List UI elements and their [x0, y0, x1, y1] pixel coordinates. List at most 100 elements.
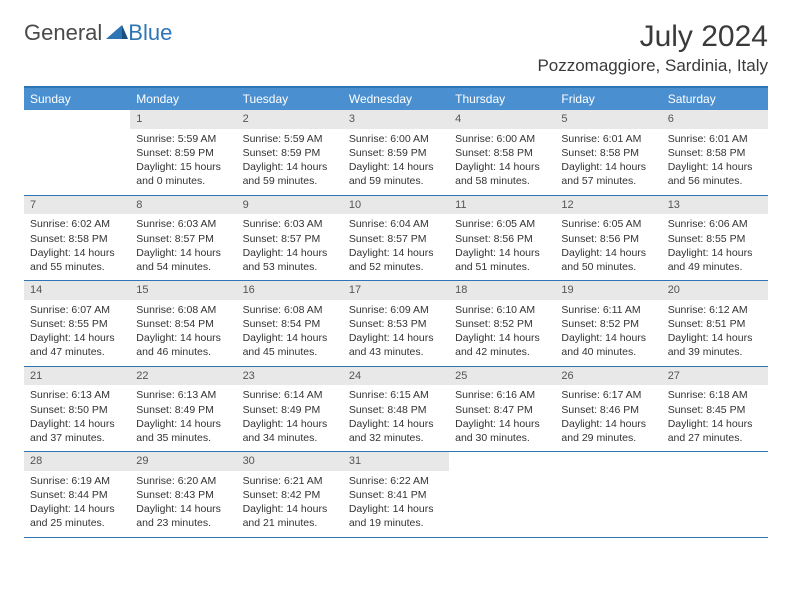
day-cell: 8Sunrise: 6:03 AMSunset: 8:57 PMDaylight… [130, 196, 236, 281]
weekday-header-row: Sunday Monday Tuesday Wednesday Thursday… [24, 88, 768, 110]
daylight-text: Daylight: 14 hours and 27 minutes. [668, 417, 762, 445]
day-number: 23 [237, 367, 343, 386]
weekday-header: Wednesday [343, 88, 449, 110]
day-body: Sunrise: 6:05 AMSunset: 8:56 PMDaylight:… [449, 214, 555, 280]
logo-text-general: General [24, 20, 102, 46]
sunset-text: Sunset: 8:59 PM [349, 146, 443, 160]
month-title: July 2024 [537, 20, 768, 54]
day-body: Sunrise: 6:12 AMSunset: 8:51 PMDaylight:… [662, 300, 768, 366]
day-body: Sunrise: 6:22 AMSunset: 8:41 PMDaylight:… [343, 471, 449, 537]
daylight-text: Daylight: 14 hours and 32 minutes. [349, 417, 443, 445]
day-body: Sunrise: 6:07 AMSunset: 8:55 PMDaylight:… [24, 300, 130, 366]
weekday-header: Friday [555, 88, 661, 110]
daylight-text: Daylight: 14 hours and 30 minutes. [455, 417, 549, 445]
sunset-text: Sunset: 8:57 PM [243, 232, 337, 246]
day-number: 17 [343, 281, 449, 300]
day-cell: 18 Sunrise: 6:10 AMSunset: 8:52 PMDayligh… [449, 281, 555, 366]
sunset-text: Sunset: 8:49 PM [136, 403, 230, 417]
week-row: 14Sunrise: 6:07 AMSunset: 8:55 PMDayligh… [24, 281, 768, 367]
sunrise-text: Sunrise: 6:16 AM [455, 388, 549, 402]
sunrise-text: Sunrise: 6:05 AM [455, 217, 549, 231]
day-number: 27 [662, 367, 768, 386]
sunset-text: Sunset: 8:57 PM [349, 232, 443, 246]
day-cell: 3Sunrise: 6:00 AMSunset: 8:59 PMDaylight… [343, 110, 449, 195]
sunrise-text: Sunrise: 6:00 AM [455, 132, 549, 146]
day-cell [24, 110, 130, 195]
sunrise-text: Sunrise: 6:07 AM [30, 303, 124, 317]
day-cell: 2Sunrise: 5:59 AMSunset: 8:59 PMDaylight… [237, 110, 343, 195]
daylight-text: Daylight: 14 hours and 37 minutes. [30, 417, 124, 445]
day-number: 9 [237, 196, 343, 215]
daylight-text: Daylight: 14 hours and 50 minutes. [561, 246, 655, 274]
day-number: 18 [449, 281, 555, 300]
daylight-text: Daylight: 14 hours and 56 minutes. [668, 160, 762, 188]
day-body: Sunrise: 6:20 AMSunset: 8:43 PMDaylight:… [130, 471, 236, 537]
sunrise-text: Sunrise: 5:59 AM [243, 132, 337, 146]
daylight-text: Daylight: 14 hours and 49 minutes. [668, 246, 762, 274]
daylight-text: Daylight: 14 hours and 42 minutes. [455, 331, 549, 359]
day-cell: 31Sunrise: 6:22 AMSunset: 8:41 PMDayligh… [343, 452, 449, 537]
day-body: Sunrise: 5:59 AMSunset: 8:59 PMDaylight:… [237, 129, 343, 195]
sunrise-text: Sunrise: 6:11 AM [561, 303, 655, 317]
day-body: Sunrise: 6:13 AMSunset: 8:50 PMDaylight:… [24, 385, 130, 451]
sunrise-text: Sunrise: 6:02 AM [30, 217, 124, 231]
sunrise-text: Sunrise: 6:08 AM [243, 303, 337, 317]
day-number: 1 [130, 110, 236, 129]
page-header: General Blue July 2024 Pozzomaggiore, Sa… [24, 20, 768, 76]
day-body: Sunrise: 6:15 AMSunset: 8:48 PMDaylight:… [343, 385, 449, 451]
day-number [555, 452, 661, 456]
sunset-text: Sunset: 8:44 PM [30, 488, 124, 502]
sunset-text: Sunset: 8:52 PM [455, 317, 549, 331]
day-number: 21 [24, 367, 130, 386]
day-cell: 1Sunrise: 5:59 AMSunset: 8:59 PMDaylight… [130, 110, 236, 195]
sunrise-text: Sunrise: 6:10 AM [455, 303, 549, 317]
day-body: Sunrise: 6:03 AMSunset: 8:57 PMDaylight:… [237, 214, 343, 280]
day-body: Sunrise: 6:05 AMSunset: 8:56 PMDaylight:… [555, 214, 661, 280]
day-cell: 5Sunrise: 6:01 AMSunset: 8:58 PMDaylight… [555, 110, 661, 195]
sunset-text: Sunset: 8:50 PM [30, 403, 124, 417]
day-number [662, 452, 768, 456]
day-number: 13 [662, 196, 768, 215]
location-label: Pozzomaggiore, Sardinia, Italy [537, 56, 768, 76]
daylight-text: Daylight: 14 hours and 59 minutes. [349, 160, 443, 188]
day-body: Sunrise: 6:13 AMSunset: 8:49 PMDaylight:… [130, 385, 236, 451]
day-body: Sunrise: 5:59 AMSunset: 8:59 PMDaylight:… [130, 129, 236, 195]
sunrise-text: Sunrise: 6:19 AM [30, 474, 124, 488]
weeks-container: 1Sunrise: 5:59 AMSunset: 8:59 PMDaylight… [24, 110, 768, 538]
sunset-text: Sunset: 8:59 PM [136, 146, 230, 160]
day-cell: 26Sunrise: 6:17 AMSunset: 8:46 PMDayligh… [555, 367, 661, 452]
day-body: Sunrise: 6:11 AMSunset: 8:52 PMDaylight:… [555, 300, 661, 366]
sunrise-text: Sunrise: 6:13 AM [136, 388, 230, 402]
day-body: Sunrise: 6:19 AMSunset: 8:44 PMDaylight:… [24, 471, 130, 537]
daylight-text: Daylight: 14 hours and 59 minutes. [243, 160, 337, 188]
day-number: 28 [24, 452, 130, 471]
day-number: 10 [343, 196, 449, 215]
day-cell: 12Sunrise: 6:05 AMSunset: 8:56 PMDayligh… [555, 196, 661, 281]
day-cell: 16Sunrise: 6:08 AMSunset: 8:54 PMDayligh… [237, 281, 343, 366]
day-cell [555, 452, 661, 537]
day-body: Sunrise: 6:01 AMSunset: 8:58 PMDaylight:… [555, 129, 661, 195]
day-body: Sunrise: 6:03 AMSunset: 8:57 PMDaylight:… [130, 214, 236, 280]
sunrise-text: Sunrise: 6:08 AM [136, 303, 230, 317]
logo-triangle-icon [106, 23, 128, 44]
day-cell [449, 452, 555, 537]
daylight-text: Daylight: 14 hours and 34 minutes. [243, 417, 337, 445]
day-body: Sunrise: 6:00 AMSunset: 8:58 PMDaylight:… [449, 129, 555, 195]
title-block: July 2024 Pozzomaggiore, Sardinia, Italy [537, 20, 768, 76]
sunset-text: Sunset: 8:54 PM [136, 317, 230, 331]
daylight-text: Daylight: 14 hours and 21 minutes. [243, 502, 337, 530]
daylight-text: Daylight: 14 hours and 29 minutes. [561, 417, 655, 445]
sunrise-text: Sunrise: 6:05 AM [561, 217, 655, 231]
daylight-text: Daylight: 14 hours and 54 minutes. [136, 246, 230, 274]
day-cell: 25Sunrise: 6:16 AMSunset: 8:47 PMDayligh… [449, 367, 555, 452]
daylight-text: Daylight: 14 hours and 19 minutes. [349, 502, 443, 530]
sunrise-text: Sunrise: 6:14 AM [243, 388, 337, 402]
day-cell [662, 452, 768, 537]
day-number: 14 [24, 281, 130, 300]
day-body: Sunrise: 6:04 AMSunset: 8:57 PMDaylight:… [343, 214, 449, 280]
day-cell: 21Sunrise: 6:13 AMSunset: 8:50 PMDayligh… [24, 367, 130, 452]
daylight-text: Daylight: 14 hours and 39 minutes. [668, 331, 762, 359]
sunrise-text: Sunrise: 6:22 AM [349, 474, 443, 488]
daylight-text: Daylight: 14 hours and 46 minutes. [136, 331, 230, 359]
day-number: 24 [343, 367, 449, 386]
